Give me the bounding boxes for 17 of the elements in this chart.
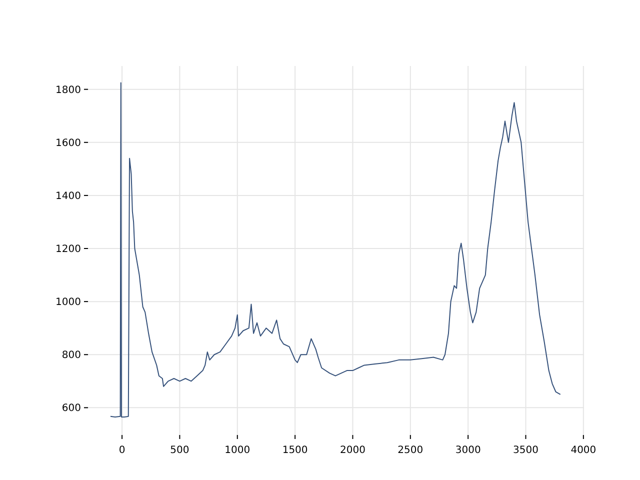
y-tick-label: 1800: [56, 84, 81, 96]
x-tick-label: 0: [118, 445, 126, 456]
x-tick-label: 3500: [513, 445, 538, 456]
y-tick-label: 1400: [56, 190, 81, 202]
x-tick-label: 2500: [398, 445, 424, 456]
x-tick-label: 500: [170, 445, 190, 456]
x-tick-label: 2000: [340, 445, 366, 456]
y-tick-label: 600: [62, 403, 81, 414]
x-tick-label: 1500: [282, 445, 308, 456]
x-tick-label: 1000: [224, 445, 250, 456]
x-tick-label: 3000: [455, 445, 481, 456]
y-tick-label: 1600: [56, 138, 81, 149]
y-tick-label: 1200: [56, 244, 81, 256]
line-series: [110, 82, 561, 418]
y-tick-label: 1000: [56, 297, 81, 308]
y-tick-label: 800: [62, 350, 81, 362]
x-tick-label: 4000: [570, 445, 596, 456]
